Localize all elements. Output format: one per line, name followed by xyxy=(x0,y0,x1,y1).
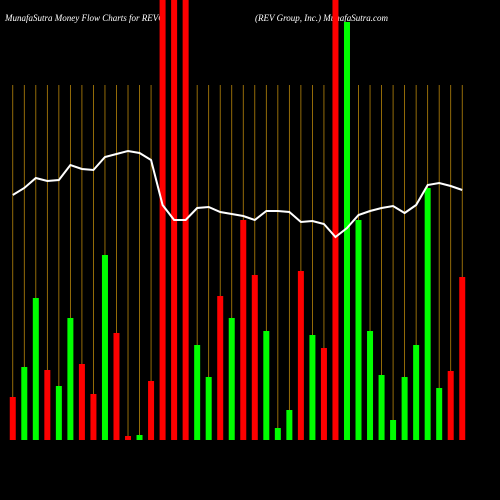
bar xyxy=(32,298,39,440)
bar xyxy=(9,397,16,440)
bar xyxy=(228,318,235,440)
bar xyxy=(67,318,74,440)
bar xyxy=(424,188,431,440)
bar xyxy=(401,377,408,440)
bar xyxy=(263,331,270,440)
bar xyxy=(90,394,97,440)
bar xyxy=(240,220,247,440)
bar xyxy=(251,275,258,440)
bar xyxy=(378,375,385,440)
bar xyxy=(217,296,224,440)
bar xyxy=(367,331,374,440)
price-line xyxy=(12,149,463,239)
chart-subtitle: (REV Group, Inc.) MunafaSutra.com xyxy=(255,13,388,23)
bar xyxy=(320,348,327,440)
bar xyxy=(148,381,155,440)
bar xyxy=(309,335,316,440)
bar xyxy=(55,386,62,440)
bar xyxy=(343,22,350,440)
bar xyxy=(78,364,85,440)
bar xyxy=(101,255,108,440)
bar xyxy=(436,388,443,440)
bar xyxy=(21,367,28,440)
bar xyxy=(332,0,339,440)
bar xyxy=(297,271,304,440)
bar xyxy=(159,0,166,440)
bar xyxy=(413,345,420,440)
bar xyxy=(447,371,454,440)
bar xyxy=(44,370,51,440)
bar xyxy=(390,420,397,440)
chart-title: MunafaSutra Money Flow Charts for REVG xyxy=(4,13,165,23)
bar xyxy=(194,345,201,440)
bar xyxy=(286,410,293,440)
bar xyxy=(113,333,120,440)
bar xyxy=(205,377,212,440)
bar xyxy=(274,428,281,440)
bar xyxy=(125,436,132,440)
bar xyxy=(355,220,362,440)
bar xyxy=(459,277,466,440)
bar xyxy=(136,435,143,440)
